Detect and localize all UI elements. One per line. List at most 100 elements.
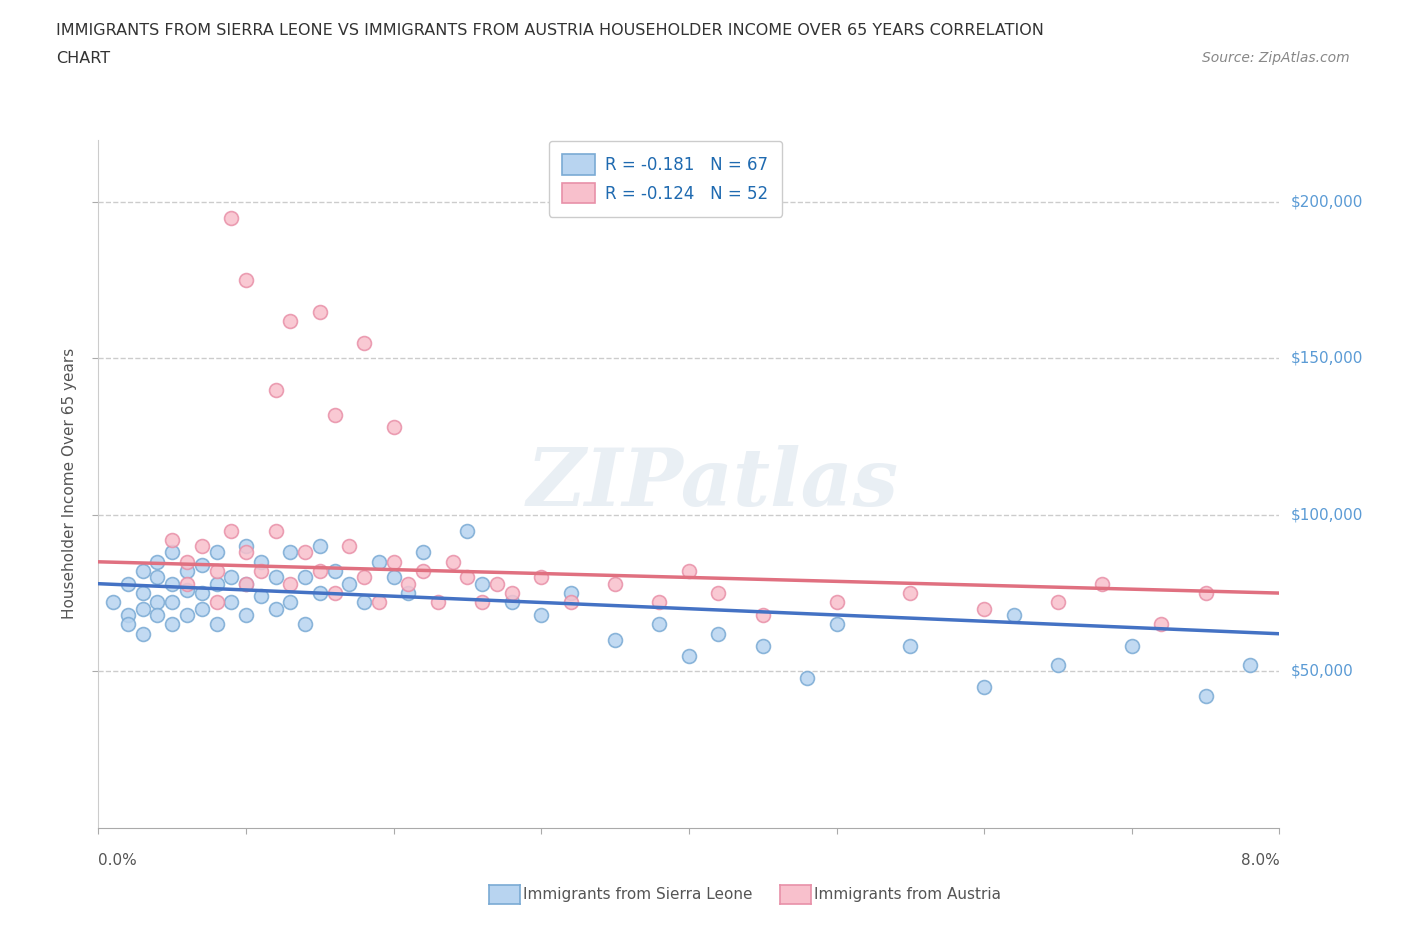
Y-axis label: Householder Income Over 65 years: Householder Income Over 65 years <box>62 348 77 619</box>
Point <box>456 570 478 585</box>
Text: $50,000: $50,000 <box>1291 664 1354 679</box>
Point <box>219 523 242 538</box>
Point <box>605 577 627 591</box>
Point <box>117 577 139 591</box>
Point <box>219 210 242 225</box>
Point <box>132 626 155 641</box>
Point <box>235 272 257 287</box>
Point <box>250 589 273 604</box>
Point <box>1091 577 1114 591</box>
Point <box>308 586 332 601</box>
Point <box>235 577 257 591</box>
Point <box>530 570 553 585</box>
Point <box>191 557 214 572</box>
Point <box>367 554 389 569</box>
Text: Immigrants from Austria: Immigrants from Austria <box>814 887 1001 902</box>
Point <box>1194 586 1216 601</box>
Point <box>176 577 198 591</box>
Point <box>323 586 346 601</box>
Point <box>205 564 228 578</box>
Text: $100,000: $100,000 <box>1291 508 1362 523</box>
Point <box>441 554 464 569</box>
Point <box>751 607 773 622</box>
Point <box>707 626 730 641</box>
Point <box>1239 658 1261 672</box>
Point <box>278 595 301 610</box>
Point <box>205 577 228 591</box>
Point <box>1150 617 1173 631</box>
Text: 0.0%: 0.0% <box>98 853 138 868</box>
Point <box>337 538 360 553</box>
Point <box>264 570 287 585</box>
Point <box>396 586 419 601</box>
Point <box>146 554 169 569</box>
Point <box>264 382 287 397</box>
Point <box>146 595 169 610</box>
Point <box>796 671 818 685</box>
Point <box>235 607 257 622</box>
Point <box>412 564 434 578</box>
Point <box>162 577 183 591</box>
Point <box>235 577 257 591</box>
Point <box>898 586 921 601</box>
Point <box>530 607 553 622</box>
Point <box>560 595 582 610</box>
Point <box>191 538 214 553</box>
Point <box>825 617 848 631</box>
Point <box>205 595 228 610</box>
Point <box>456 523 478 538</box>
Point <box>162 617 183 631</box>
Point <box>294 545 316 560</box>
Point <box>308 538 332 553</box>
Text: Source: ZipAtlas.com: Source: ZipAtlas.com <box>1202 51 1350 65</box>
Text: $200,000: $200,000 <box>1291 194 1362 209</box>
Point <box>751 639 773 654</box>
Point <box>471 595 494 610</box>
Point <box>146 570 169 585</box>
Point <box>117 607 139 622</box>
Point <box>825 595 848 610</box>
Point <box>648 595 671 610</box>
Point <box>132 586 155 601</box>
Point <box>117 617 139 631</box>
Point <box>278 313 301 328</box>
Point <box>235 538 257 553</box>
Point <box>898 639 921 654</box>
Point <box>382 570 405 585</box>
Point <box>678 648 700 663</box>
Point <box>973 680 995 695</box>
Point <box>205 545 228 560</box>
Text: CHART: CHART <box>56 51 110 66</box>
Point <box>501 595 523 610</box>
Point <box>132 564 155 578</box>
Point <box>176 564 198 578</box>
Point <box>278 545 301 560</box>
Point <box>382 419 405 434</box>
Point <box>250 554 273 569</box>
Point <box>162 533 183 548</box>
Point <box>323 564 346 578</box>
Point <box>162 595 183 610</box>
Point <box>648 617 671 631</box>
Point <box>176 582 198 597</box>
Legend: R = -0.181   N = 67, R = -0.124   N = 52: R = -0.181 N = 67, R = -0.124 N = 52 <box>548 141 782 217</box>
Point <box>1121 639 1143 654</box>
Point <box>219 595 242 610</box>
Point <box>471 577 494 591</box>
Text: 8.0%: 8.0% <box>1240 853 1279 868</box>
Point <box>353 570 375 585</box>
Point <box>337 577 360 591</box>
Text: IMMIGRANTS FROM SIERRA LEONE VS IMMIGRANTS FROM AUSTRIA HOUSEHOLDER INCOME OVER : IMMIGRANTS FROM SIERRA LEONE VS IMMIGRAN… <box>56 23 1045 38</box>
Point <box>308 564 332 578</box>
Point <box>294 570 316 585</box>
Point <box>1046 658 1069 672</box>
Point <box>176 554 198 569</box>
Text: ZIPatlas: ZIPatlas <box>526 445 898 523</box>
Point <box>560 586 582 601</box>
Point <box>426 595 449 610</box>
Point <box>205 617 228 631</box>
Point <box>191 602 214 617</box>
Text: $150,000: $150,000 <box>1291 351 1362 366</box>
Point <box>1194 689 1216 704</box>
Point <box>382 554 405 569</box>
